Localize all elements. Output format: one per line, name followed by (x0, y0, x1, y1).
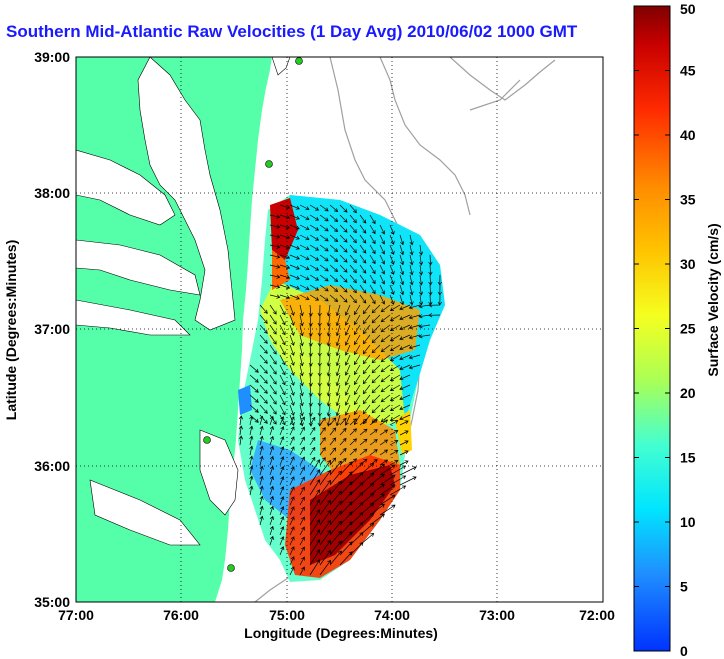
lon-tick-label: 75:00 (269, 607, 305, 623)
colorbar (633, 5, 671, 652)
graticule (76, 57, 603, 602)
lon-tick-label: 74:00 (374, 607, 410, 623)
chart-title: Southern Mid-Atlantic Raw Velocities (1 … (6, 22, 578, 41)
radar-station-marker (295, 57, 303, 65)
colorbar-tick-label: 0 (680, 643, 688, 659)
colorbar-tick-label: 35 (680, 192, 696, 208)
colorbar-tick-label: 50 (680, 1, 696, 17)
x-axis-label: Longitude (Degrees:Minutes) (244, 625, 438, 641)
radar-station-marker (227, 564, 235, 572)
lat-tick-label: 35:00 (34, 594, 70, 610)
colorbar-label: Surface Velocity (cm/s) (705, 223, 721, 376)
colorbar-tick-label: 25 (680, 321, 696, 337)
radar-station-marker (265, 160, 273, 168)
colorbar-tick-label: 40 (680, 127, 696, 143)
colorbar-ticks: 0 5 10 15 20 25 30 35 40 45 50 (634, 1, 696, 659)
y-axis-label: Latitude (Degrees:Minutes) (3, 240, 19, 420)
lon-tick-label: 73:00 (479, 607, 515, 623)
lon-tick-label: 76:00 (163, 607, 199, 623)
chesapeake-bay (76, 57, 239, 546)
lat-tick-label: 37:00 (34, 321, 70, 337)
colorbar-tick-label: 5 (680, 579, 688, 595)
colorbar-tick-label: 15 (680, 450, 696, 466)
lon-tick-label: 72:00 (579, 607, 615, 623)
velocity-arrow-set (238, 204, 442, 576)
lat-tick-label: 39:00 (34, 49, 70, 65)
colorbar-tick-label: 20 (680, 385, 696, 401)
colorbar-tick-label: 45 (680, 63, 696, 79)
longitude-tick-labels: 77:00 76:00 75:00 74:00 73:00 72:00 (58, 607, 615, 623)
radar-station-marker (203, 436, 211, 444)
colorbar-tick-label: 10 (680, 514, 696, 530)
radar-stations (203, 57, 303, 572)
plot-frame (75, 56, 604, 603)
latitude-tick-labels: 39:00 38:00 37:00 36:00 35:00 (34, 49, 70, 610)
lon-tick-label: 77:00 (58, 607, 94, 623)
lat-tick-label: 36:00 (34, 458, 70, 474)
velocity-arrows (238, 204, 442, 576)
colorbar-tick-label: 30 (680, 256, 696, 272)
lat-tick-label: 38:00 (34, 185, 70, 201)
